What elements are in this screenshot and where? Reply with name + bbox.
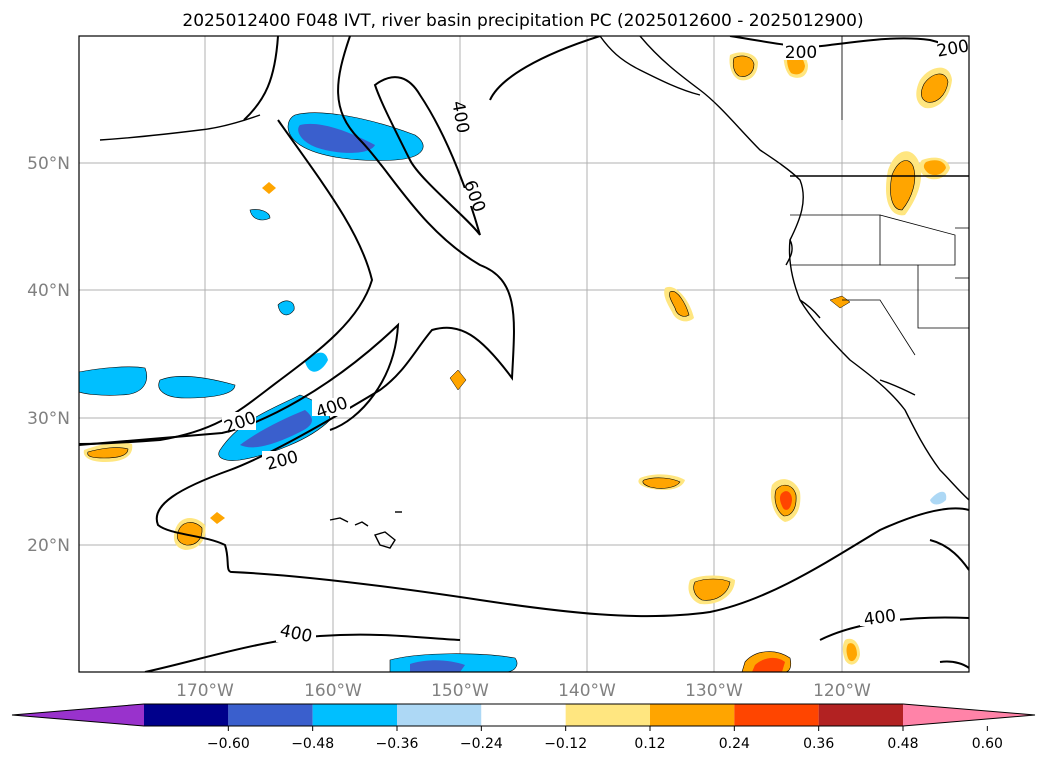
lon-label-130w: 130°W (685, 681, 743, 701)
latitude-labels: 50°N 40°N 30°N 20°N (27, 154, 70, 556)
colorbar-tick-label: 0.12 (634, 736, 665, 752)
colorbar-segment (481, 704, 566, 726)
contour-labels: 400 600 200 200 200 400 200 400 400 (222, 36, 972, 647)
map-frame (78, 35, 970, 673)
colorbar-segment (818, 704, 903, 726)
ivt-contours (79, 36, 969, 672)
colorbar-tick-label: 0.24 (719, 736, 750, 752)
lon-label-160w: 160°W (304, 681, 362, 701)
country-state-borders (790, 36, 969, 356)
colorbar-tick-label: −0.48 (291, 736, 334, 752)
colorbar-outline (11, 703, 1036, 727)
longitude-labels: 170°W 160°W 150°W 140°W 130°W 120°W (176, 681, 871, 701)
lon-label-120w: 120°W (813, 681, 871, 701)
colorbar-extend-max (903, 704, 1035, 726)
colorbar-segment (397, 704, 482, 726)
figure-title: 2025012400 F048 IVT, river basin precipi… (182, 11, 863, 31)
colorbar-segment (312, 704, 397, 726)
colorbar-tick-label: 0.48 (887, 736, 918, 752)
colorbar-tick-label: −0.24 (460, 736, 503, 752)
lat-label-50n: 50°N (27, 154, 70, 174)
colorbar-extend-min (12, 704, 144, 726)
colorbar-segment (144, 704, 229, 726)
colorbar-tick-label: 0.36 (803, 736, 834, 752)
map-panel: 400 600 200 200 200 400 200 400 400 50°N… (27, 35, 972, 701)
lon-label-170w: 170°W (176, 681, 234, 701)
colorbar-segment (228, 704, 313, 726)
contour-label: 200 (785, 43, 817, 63)
colorbar: −0.60 −0.48 −0.36 −0.24 −0.12 0.12 0.24 0.36 0.4… (11, 703, 1036, 752)
lat-label-20n: 20°N (27, 536, 70, 556)
coastlines (99, 36, 969, 549)
colorbar-tick-label: 0.60 (972, 736, 1003, 752)
lon-label-150w: 150°W (431, 681, 489, 701)
contour-label: 400 (863, 606, 898, 630)
lat-label-40n: 40°N (27, 281, 70, 301)
colorbar-tick-label: −0.60 (207, 736, 250, 752)
colorbar-segment (734, 704, 819, 726)
lat-label-30n: 30°N (27, 409, 70, 429)
colorbar-segment (565, 704, 650, 726)
lon-label-140w: 140°W (558, 681, 616, 701)
colorbar-segment (650, 704, 735, 726)
colorbar-tick-label: −0.36 (376, 736, 419, 752)
colorbar-tick-label: −0.12 (544, 736, 587, 752)
